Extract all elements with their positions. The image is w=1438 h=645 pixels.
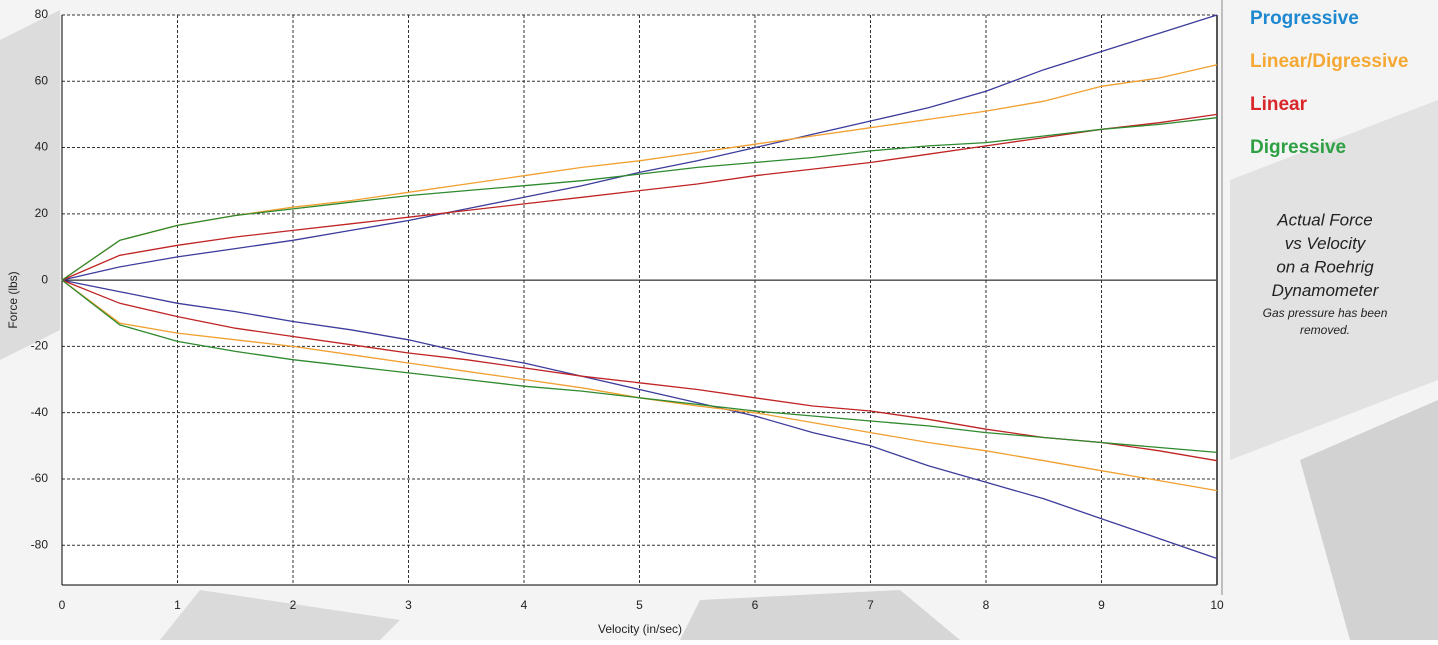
plot bbox=[61, 0, 1223, 595]
x-tick-label: 3 bbox=[405, 598, 412, 612]
y-axis-label: Force (lbs) bbox=[6, 271, 20, 328]
legend-label: Progressive bbox=[1250, 8, 1359, 29]
x-tick-label: 8 bbox=[983, 598, 990, 612]
y-tick-label: 0 bbox=[41, 272, 48, 286]
note: Gas pressure has been bbox=[1263, 306, 1388, 320]
y-tick-label: -80 bbox=[31, 537, 49, 551]
x-tick-label: 1 bbox=[174, 598, 181, 612]
x-tick-label: 2 bbox=[290, 598, 297, 612]
series-line bbox=[61, 279, 1218, 462]
legend-label: Linear bbox=[1250, 94, 1308, 115]
y-tick-label: -40 bbox=[31, 405, 49, 419]
y-tick-label: 80 bbox=[35, 7, 49, 21]
x-tick-label: 4 bbox=[521, 598, 528, 612]
series-line bbox=[61, 279, 1218, 560]
y-tick-label: -20 bbox=[31, 339, 49, 353]
x-tick-label: 7 bbox=[867, 598, 874, 612]
legend-label: Linear/Digressive bbox=[1250, 51, 1408, 72]
x-tick-label: 6 bbox=[752, 598, 759, 612]
x-axis-label: Velocity (in/sec) bbox=[598, 622, 682, 636]
checker bbox=[1230, 100, 1438, 460]
x-tick-label: 9 bbox=[1098, 598, 1105, 612]
y-tick-label: 40 bbox=[35, 140, 49, 154]
series-line bbox=[61, 113, 1218, 281]
legend-label: Digressive bbox=[1250, 137, 1346, 158]
x-tick-label: 5 bbox=[636, 598, 643, 612]
annotation: Dynamometer bbox=[1272, 281, 1380, 300]
note: removed. bbox=[1300, 323, 1350, 337]
y-tick-label: 20 bbox=[35, 206, 49, 220]
checker bbox=[680, 590, 960, 640]
series-line bbox=[61, 117, 1218, 281]
y-tick-label: 60 bbox=[35, 73, 49, 87]
series-line bbox=[61, 279, 1218, 454]
x-tick-label: 0 bbox=[59, 598, 66, 612]
checker bbox=[160, 590, 400, 640]
y-tick-label: -60 bbox=[31, 471, 49, 485]
annotation: vs Velocity bbox=[1285, 234, 1367, 253]
annotation: on a Roehrig bbox=[1276, 257, 1374, 276]
checker bbox=[1300, 400, 1438, 640]
annotation: Actual Force bbox=[1276, 210, 1372, 229]
x-tick-label: 10 bbox=[1210, 598, 1224, 612]
series-line bbox=[61, 14, 1218, 281]
checker bbox=[0, 10, 60, 360]
